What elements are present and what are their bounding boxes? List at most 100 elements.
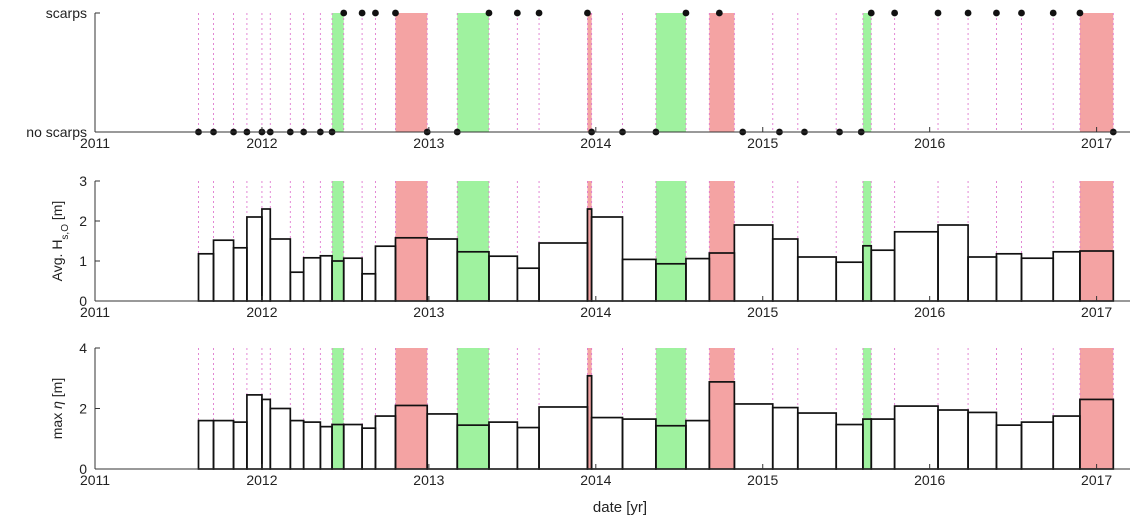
data-bar <box>302 256 322 302</box>
panel-scarps: 2011 2012 2013 2014 2015 2016 2017 no scarps sca… <box>26 5 1130 151</box>
data-bar <box>212 419 235 470</box>
data-bar <box>967 256 998 302</box>
data-bar <box>374 245 397 302</box>
data-bar <box>870 249 896 302</box>
data-point <box>372 9 379 17</box>
x-tick-label: 2017 <box>1081 304 1112 320</box>
data-bar <box>488 255 519 302</box>
x-tick-label: 2015 <box>747 304 778 320</box>
x-tick-label: 2011 <box>80 472 110 488</box>
no-scarp-period-shade <box>862 181 872 301</box>
x-axis-label: date [yr] <box>593 499 647 516</box>
data-point <box>715 9 723 17</box>
data-bar <box>893 230 939 302</box>
data-bar <box>937 224 969 302</box>
y-tick-label: 2 <box>79 213 87 229</box>
data-bar <box>319 254 333 302</box>
scarp-period-shade <box>1079 13 1114 132</box>
data-bar <box>197 419 215 470</box>
data-bar <box>246 216 263 302</box>
data-bar <box>538 242 589 302</box>
data-bar <box>261 208 272 302</box>
y-tick-label: 3 <box>79 173 87 189</box>
x-tick-label: 2016 <box>914 304 945 320</box>
y-tick-label: 1 <box>79 253 87 269</box>
x-tick-label: 2017 <box>1081 135 1112 151</box>
x-tick-label: 2013 <box>413 304 444 320</box>
data-point <box>867 9 875 17</box>
x-tick-label: 2011 <box>80 135 110 151</box>
x-tick-label: 2014 <box>580 472 611 488</box>
data-point <box>358 9 366 17</box>
x-tick-label: 2013 <box>413 472 444 488</box>
data-bar <box>771 406 799 470</box>
no-scarp-period-shade <box>655 348 686 469</box>
data-point <box>1076 9 1084 17</box>
data-point <box>584 9 591 17</box>
data-bar <box>1052 415 1081 470</box>
y-tick-label: no scarps <box>26 124 87 140</box>
data-bar <box>426 238 459 302</box>
data-bar <box>516 426 540 470</box>
scarp-period-shade <box>587 181 592 301</box>
scarp-period-shade <box>395 348 428 469</box>
panel-max-eta: 2011 2012 2013 2014 2015 2016 2017 0 2 4 max η [m] <box>49 340 1130 488</box>
data-bar <box>835 423 864 470</box>
data-bar <box>1020 421 1055 470</box>
data-bar <box>361 272 377 302</box>
x-tick-label: 2014 <box>580 304 611 320</box>
data-bar <box>1052 250 1081 302</box>
x-tick-label: 2016 <box>914 472 945 488</box>
scarp-period-shade <box>395 13 428 132</box>
data-point <box>485 9 493 17</box>
no-scarp-period-shade <box>457 348 489 469</box>
data-bar <box>269 407 292 470</box>
x-tick-label: 2013 <box>413 135 444 151</box>
y-tick-label: 0 <box>79 461 87 477</box>
data-bar <box>835 261 864 302</box>
y-tick-label: 2 <box>79 401 87 417</box>
data-bar <box>796 256 838 302</box>
data-bar <box>361 427 377 470</box>
data-bar <box>937 409 969 470</box>
y-tick-label: 4 <box>79 340 87 356</box>
data-point <box>964 9 972 17</box>
data-bar <box>733 224 774 302</box>
data-bar <box>516 267 540 302</box>
x-tick-label: 2012 <box>246 472 277 488</box>
data-bar <box>538 406 589 470</box>
scarp-period-shade <box>1079 181 1114 301</box>
data-bar <box>685 419 711 470</box>
data-bar <box>488 421 519 470</box>
data-bar <box>967 411 998 470</box>
no-scarp-period-shade <box>332 181 344 301</box>
y-axis-label: max η [m] <box>49 378 65 439</box>
data-point <box>891 9 899 17</box>
data-bar <box>261 398 272 470</box>
data-point <box>1018 9 1025 17</box>
data-bar <box>342 257 363 302</box>
x-tick-label: 2012 <box>246 135 277 151</box>
y-axis-label: Avg. Hs,O [m] <box>49 201 71 282</box>
scarp-period-shade <box>587 348 592 469</box>
no-scarp-period-shade <box>655 13 686 132</box>
x-tick-label: 2011 <box>80 304 110 320</box>
data-bar <box>621 418 657 470</box>
data-point <box>934 9 942 17</box>
no-scarp-period-shade <box>457 181 489 301</box>
x-tick-label: 2014 <box>580 135 611 151</box>
data-point <box>682 9 690 17</box>
data-bar <box>621 258 657 302</box>
no-scarp-period-shade <box>332 13 344 132</box>
data-bar <box>289 419 305 470</box>
panel-avg-hs: 2011 2012 2013 2014 2015 2016 2017 0 1 2 3 Avg. Hs,… <box>49 173 1130 320</box>
x-tick-label: 2015 <box>747 472 778 488</box>
data-bar <box>374 415 397 470</box>
scarp-period-shade <box>709 13 735 132</box>
scarp-period-shade <box>395 181 428 301</box>
data-bar <box>232 246 248 302</box>
data-point <box>513 9 521 17</box>
data-bar <box>733 403 774 470</box>
